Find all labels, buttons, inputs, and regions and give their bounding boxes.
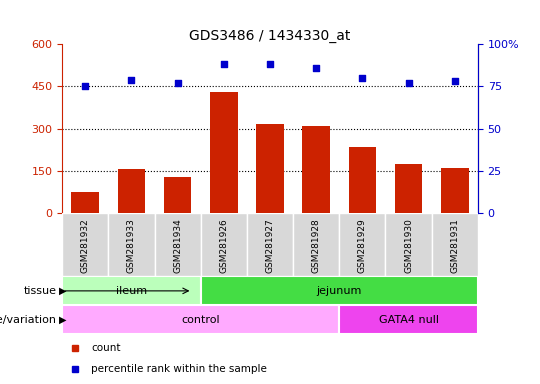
- Text: GSM281934: GSM281934: [173, 218, 182, 273]
- Point: [358, 75, 367, 81]
- Bar: [118, 169, 145, 213]
- Text: GSM281927: GSM281927: [266, 218, 274, 273]
- Bar: [201, 213, 247, 276]
- Point: [404, 80, 413, 86]
- Bar: [62, 305, 339, 334]
- Point: [266, 61, 274, 68]
- Text: ileum: ileum: [116, 286, 147, 296]
- Text: count: count: [91, 343, 121, 353]
- Text: jejunum: jejunum: [316, 286, 362, 296]
- Text: ▶: ▶: [59, 314, 67, 325]
- Text: ▶: ▶: [59, 286, 67, 296]
- Point: [81, 83, 90, 89]
- Bar: [71, 192, 99, 213]
- Point: [173, 80, 182, 86]
- Text: GSM281926: GSM281926: [219, 218, 228, 273]
- Bar: [62, 213, 109, 276]
- Bar: [164, 177, 192, 213]
- Bar: [247, 213, 293, 276]
- Bar: [339, 305, 478, 334]
- Bar: [431, 213, 478, 276]
- Bar: [348, 147, 376, 213]
- Text: GSM281928: GSM281928: [312, 218, 321, 273]
- Bar: [302, 126, 330, 213]
- Text: GATA4 null: GATA4 null: [379, 314, 438, 325]
- Point: [312, 65, 321, 71]
- Bar: [441, 168, 469, 213]
- Bar: [62, 276, 201, 305]
- Bar: [154, 213, 201, 276]
- Text: GSM281931: GSM281931: [450, 218, 460, 273]
- Text: GSM281933: GSM281933: [127, 218, 136, 273]
- Bar: [339, 213, 386, 276]
- Bar: [109, 213, 154, 276]
- Bar: [395, 164, 422, 213]
- Title: GDS3486 / 1434330_at: GDS3486 / 1434330_at: [190, 29, 350, 43]
- Point: [127, 76, 136, 83]
- Text: tissue: tissue: [24, 286, 57, 296]
- Text: genotype/variation: genotype/variation: [0, 314, 57, 325]
- Bar: [256, 124, 284, 213]
- Text: GSM281932: GSM281932: [80, 218, 90, 273]
- Bar: [386, 213, 431, 276]
- Bar: [293, 213, 339, 276]
- Text: GSM281930: GSM281930: [404, 218, 413, 273]
- Bar: [210, 92, 238, 213]
- Text: control: control: [181, 314, 220, 325]
- Text: percentile rank within the sample: percentile rank within the sample: [91, 364, 267, 374]
- Point: [450, 78, 459, 84]
- Text: GSM281929: GSM281929: [358, 218, 367, 273]
- Bar: [201, 276, 478, 305]
- Point: [219, 61, 228, 68]
